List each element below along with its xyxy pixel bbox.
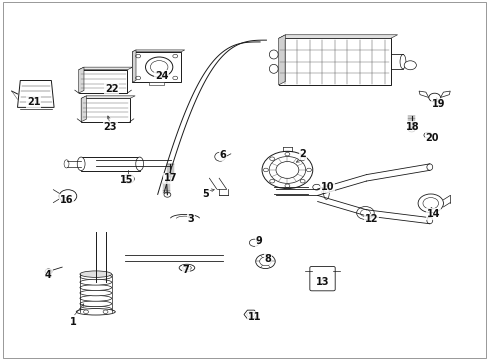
Ellipse shape [80, 279, 111, 285]
Circle shape [45, 269, 52, 274]
Ellipse shape [80, 290, 111, 296]
Text: 5: 5 [202, 189, 208, 199]
Ellipse shape [80, 306, 111, 312]
Ellipse shape [323, 185, 329, 199]
Circle shape [423, 132, 431, 138]
Polygon shape [79, 67, 132, 70]
Circle shape [300, 157, 305, 161]
Ellipse shape [426, 217, 432, 224]
Ellipse shape [77, 157, 85, 171]
Bar [81, 98, 130, 122]
Text: 10: 10 [320, 182, 333, 192]
Polygon shape [18, 81, 54, 107]
Circle shape [285, 152, 289, 156]
Text: 13: 13 [315, 277, 328, 287]
Bar [79, 70, 127, 93]
Text: 17: 17 [163, 173, 177, 183]
Text: 4: 4 [45, 270, 52, 280]
Polygon shape [132, 50, 184, 52]
Circle shape [269, 179, 274, 183]
Text: 6: 6 [219, 150, 225, 160]
Ellipse shape [80, 285, 111, 291]
Polygon shape [244, 310, 257, 319]
Circle shape [407, 127, 414, 132]
Ellipse shape [64, 160, 69, 168]
Text: 9: 9 [255, 236, 262, 246]
Text: 2: 2 [299, 149, 306, 159]
Text: 18: 18 [405, 122, 419, 132]
Circle shape [166, 176, 173, 181]
Polygon shape [418, 91, 428, 98]
Ellipse shape [404, 61, 415, 70]
Ellipse shape [76, 309, 115, 315]
Text: 12: 12 [364, 215, 377, 224]
Polygon shape [81, 96, 86, 122]
Ellipse shape [136, 157, 143, 171]
Text: 11: 11 [247, 312, 261, 322]
Text: 14: 14 [426, 209, 440, 219]
Circle shape [285, 184, 289, 188]
Ellipse shape [80, 271, 111, 277]
Text: 16: 16 [60, 195, 73, 205]
Bar [132, 52, 181, 82]
Text: 15: 15 [120, 175, 133, 185]
Circle shape [300, 179, 305, 183]
Text: 21: 21 [27, 97, 41, 107]
Text: 8: 8 [264, 254, 271, 264]
Circle shape [255, 254, 275, 269]
Text: 23: 23 [103, 122, 117, 132]
Circle shape [263, 168, 268, 172]
Text: 1: 1 [69, 317, 76, 327]
Text: 24: 24 [155, 71, 168, 81]
Polygon shape [81, 96, 135, 98]
Ellipse shape [426, 164, 432, 170]
Polygon shape [278, 35, 397, 39]
Polygon shape [440, 91, 449, 98]
Ellipse shape [80, 274, 111, 280]
Circle shape [262, 151, 312, 189]
Bar [278, 39, 390, 85]
Polygon shape [278, 35, 285, 85]
Text: 20: 20 [425, 133, 438, 143]
Bar [81, 157, 140, 171]
Circle shape [306, 168, 311, 172]
Polygon shape [149, 82, 163, 85]
Ellipse shape [80, 296, 111, 301]
Text: 7: 7 [182, 265, 189, 275]
Text: 19: 19 [431, 99, 445, 109]
Text: 22: 22 [105, 84, 119, 94]
Circle shape [269, 157, 274, 161]
Polygon shape [132, 50, 136, 82]
Ellipse shape [269, 50, 278, 59]
Circle shape [163, 192, 170, 197]
Ellipse shape [80, 301, 111, 307]
Ellipse shape [269, 64, 278, 73]
Text: 3: 3 [187, 215, 194, 224]
Ellipse shape [399, 54, 405, 69]
Ellipse shape [179, 264, 194, 271]
Polygon shape [79, 67, 84, 93]
